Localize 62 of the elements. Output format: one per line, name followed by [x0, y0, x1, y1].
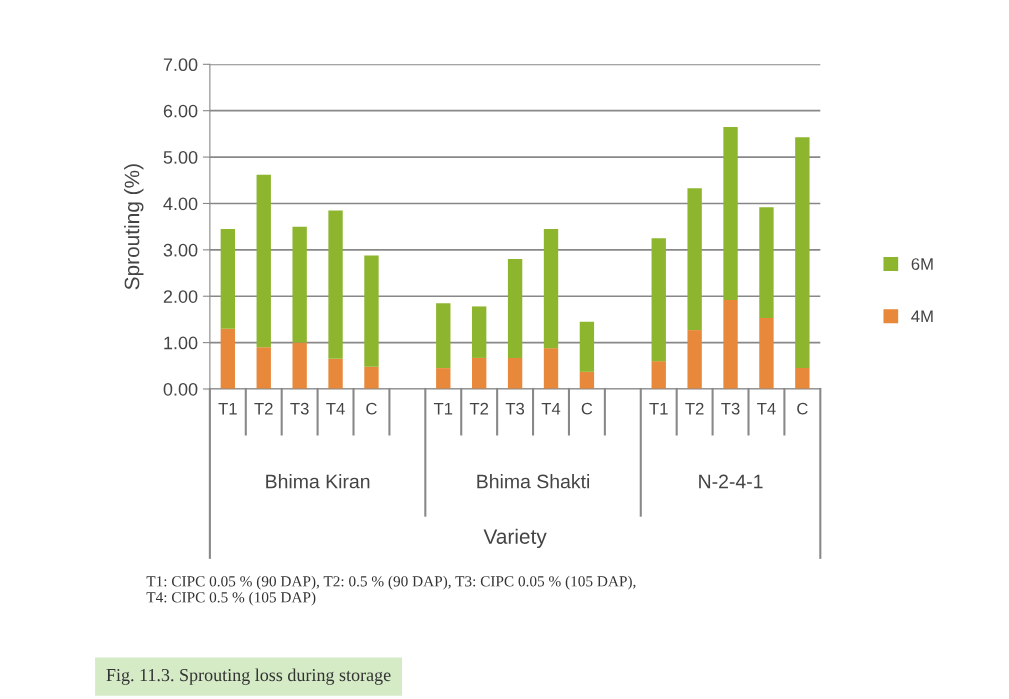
y-tick-label: 3.00 — [163, 243, 198, 257]
bar — [220, 228, 236, 329]
bar — [651, 238, 666, 362]
text: N-2-4-1 — [699, 474, 763, 489]
bar — [364, 255, 379, 367]
bar — [328, 210, 343, 359]
bar — [687, 188, 702, 331]
x-tick-label: T4 — [541, 402, 561, 415]
bar — [292, 342, 307, 389]
bar — [507, 259, 523, 358]
x-tick-label: T2 — [469, 402, 489, 415]
y-axis-title: Sprouting (%) — [124, 164, 144, 290]
x-tick-label: T4 — [757, 402, 776, 415]
bar — [256, 347, 271, 389]
bar — [436, 303, 451, 369]
y-tick-label: 0.00 — [163, 382, 198, 396]
x-tick-label: C — [366, 402, 377, 415]
bar — [723, 299, 738, 389]
x-tick-label: T3 — [290, 402, 309, 415]
text: Fig. 11.3. Sprouting loss during storage — [106, 668, 391, 685]
bar — [328, 358, 343, 389]
bar — [543, 228, 559, 349]
y-tick-label: 2.00 — [163, 290, 198, 303]
bar — [472, 306, 487, 358]
x-tick-label: T2 — [685, 402, 704, 415]
y-tick-label: 1.00 — [164, 336, 198, 350]
y-tick-label: 7.00 — [163, 58, 198, 72]
bar — [795, 137, 810, 369]
bar — [364, 366, 379, 389]
x-tick-label: T4 — [326, 402, 345, 415]
bar — [651, 361, 666, 389]
bar — [759, 318, 774, 389]
x-tick-label: T1 — [649, 402, 668, 415]
x-tick-label: T1 — [218, 402, 237, 415]
x-tick-label: T3 — [721, 402, 740, 415]
bar — [579, 321, 595, 372]
bar — [256, 174, 271, 348]
text: T1: CIPC 0.05 % (90 DAP), T2: 0.5 % (90 DAP), T3: CIPC 0.05 % (105 DAP), T4: CIPC 0.5 % (105 DAP) — [146, 575, 636, 606]
legend-label: 4M — [911, 310, 933, 323]
y-tick-label: 5.00 — [163, 151, 198, 164]
bar — [220, 328, 236, 389]
text: Bhima Shakti — [477, 474, 590, 489]
x-tick-label: T3 — [505, 402, 525, 415]
x-tick-label: C — [797, 402, 808, 415]
bar — [436, 368, 451, 389]
bar — [292, 226, 307, 343]
x-tick-label: T1 — [433, 402, 453, 415]
legend-label: 6M — [911, 258, 933, 270]
bar — [723, 126, 738, 300]
bar — [507, 357, 523, 389]
bar — [472, 357, 487, 389]
y-tick-label: 4.00 — [163, 197, 198, 211]
x-tick-label: C — [581, 402, 593, 415]
x-tick-label: T2 — [254, 402, 273, 415]
bar — [795, 368, 810, 389]
text: Bhima Kiran — [266, 474, 370, 489]
bar — [543, 348, 559, 389]
y-tick-label: 6.00 — [163, 104, 198, 118]
text: Variety — [483, 528, 547, 549]
bar — [579, 371, 595, 389]
bar — [687, 330, 702, 389]
bar — [759, 207, 774, 319]
